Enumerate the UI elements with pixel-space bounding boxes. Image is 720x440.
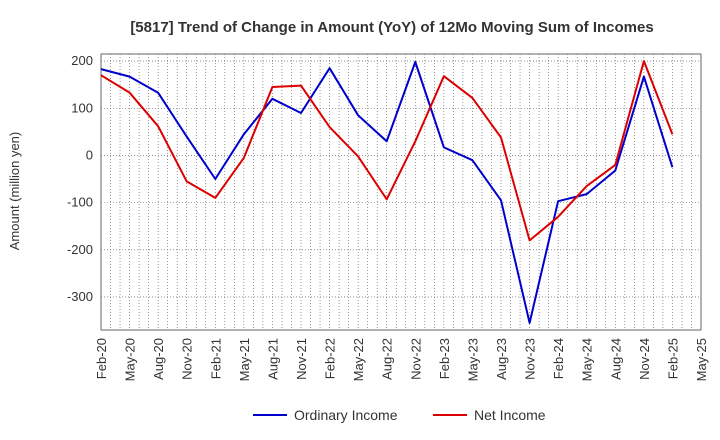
x-tick-label: Aug-20 bbox=[151, 338, 166, 380]
x-tick-label: Nov-24 bbox=[637, 338, 652, 380]
x-tick-label: Aug-21 bbox=[265, 338, 280, 380]
legend-label-net-income: Net Income bbox=[474, 407, 546, 423]
x-tick-label: Feb-25 bbox=[665, 338, 680, 379]
chart-title: [5817] Trend of Change in Amount (YoY) o… bbox=[130, 19, 653, 36]
x-tick-label: Feb-21 bbox=[208, 338, 223, 379]
y-tick-label: 0 bbox=[86, 147, 93, 162]
y-tick-label: -300 bbox=[67, 289, 93, 304]
x-axis-ticks: Feb-20 May-20 Aug-20 Nov-20 Feb-21 May-21 Aug-… bbox=[94, 338, 709, 381]
x-tick-label: Feb-20 bbox=[94, 338, 109, 379]
x-tick-label: May-22 bbox=[351, 338, 366, 381]
x-tick-label: May-20 bbox=[123, 338, 138, 381]
x-tick-label: Aug-23 bbox=[494, 338, 509, 380]
x-tick-label: Feb-23 bbox=[437, 338, 452, 379]
x-tick-label: May-23 bbox=[465, 338, 480, 381]
y-axis-ticks: 200 100 0 -100 -200 -300 bbox=[67, 53, 93, 304]
series-line-net-income bbox=[100, 60, 674, 242]
y-tick-label: 200 bbox=[71, 53, 93, 68]
x-tick-label: May-24 bbox=[580, 338, 595, 381]
y-tick-label: -100 bbox=[67, 195, 93, 210]
x-tick-label: Aug-22 bbox=[380, 338, 395, 380]
x-tick-label: Aug-24 bbox=[608, 338, 623, 380]
x-tick-label: Nov-20 bbox=[180, 338, 195, 380]
x-tick-label: Feb-24 bbox=[551, 338, 566, 379]
series-lines bbox=[100, 60, 674, 324]
y-tick-label: 100 bbox=[71, 100, 93, 115]
x-tick-label: Nov-21 bbox=[294, 338, 309, 380]
legend: Ordinary Income Net Income bbox=[253, 407, 546, 423]
y-axis-title: Amount (million yen) bbox=[7, 132, 22, 251]
y-tick-label: -200 bbox=[67, 242, 93, 257]
plot-area bbox=[100, 53, 702, 331]
x-tick-label: Nov-22 bbox=[408, 338, 423, 380]
x-tick-label: May-21 bbox=[237, 338, 252, 381]
x-tick-label: May-25 bbox=[694, 338, 709, 381]
x-tick-label: Feb-22 bbox=[323, 338, 338, 379]
legend-label-ordinary-income: Ordinary Income bbox=[294, 407, 398, 423]
x-tick-label: Nov-23 bbox=[523, 338, 538, 380]
grid bbox=[100, 54, 702, 330]
